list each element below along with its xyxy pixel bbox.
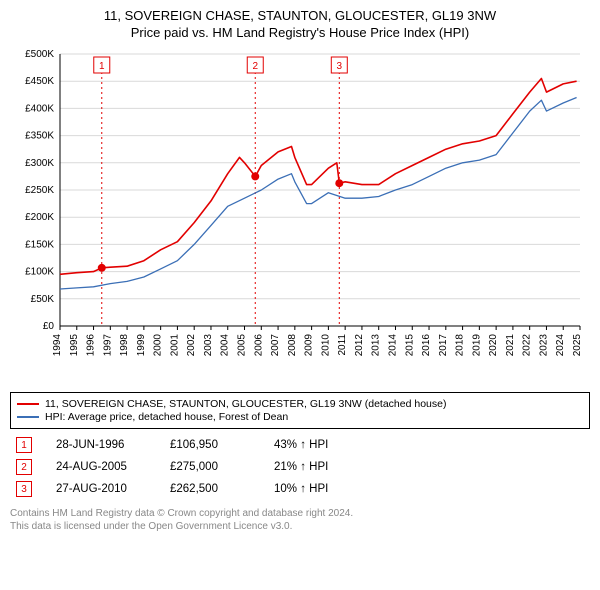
svg-text:£400K: £400K [25,103,54,114]
svg-text:£500K: £500K [25,49,54,60]
transaction-badge: 2 [16,459,32,475]
svg-text:2010: 2010 [320,334,331,357]
transaction-price: £262,500 [170,483,250,495]
legend-label: 11, SOVEREIGN CHASE, STAUNTON, GLOUCESTE… [45,398,446,410]
transaction-price: £106,950 [170,439,250,451]
transaction-price: £275,000 [170,461,250,473]
svg-text:£350K: £350K [25,131,54,142]
svg-text:2014: 2014 [387,334,398,357]
svg-text:£0: £0 [43,321,55,332]
chart: £0 £50K £100K £150K £200K £250K £300K £350K £400… [10,46,590,386]
chart-svg: £0 £50K £100K £150K £200K £250K £300K £350K £400… [10,46,590,386]
svg-text:2011: 2011 [337,334,348,356]
attribution-line2: This data is licensed under the Open Gov… [10,520,590,533]
transaction-pct: 10% ↑ HPI [274,483,354,495]
svg-text:£50K: £50K [31,294,55,305]
transaction-row: 1 28-JUN-1996 £106,950 43% ↑ HPI [10,437,590,453]
title-line1: 11, SOVEREIGN CHASE, STAUNTON, GLOUCESTE… [10,8,590,23]
svg-text:2000: 2000 [153,334,164,357]
transaction-row: 2 24-AUG-2005 £275,000 21% ↑ HPI [10,459,590,475]
svg-text:2008: 2008 [287,334,298,357]
titles: 11, SOVEREIGN CHASE, STAUNTON, GLOUCESTE… [10,8,590,40]
transaction-pct: 43% ↑ HPI [274,439,354,451]
svg-text:2025: 2025 [572,334,583,357]
svg-text:2012: 2012 [354,334,365,357]
svg-text:£450K: £450K [25,76,54,87]
svg-text:2: 2 [252,61,258,72]
transaction-date: 28-JUN-1996 [56,439,146,451]
svg-text:3: 3 [337,61,343,72]
svg-text:2006: 2006 [253,334,264,357]
svg-text:£250K: £250K [25,185,54,196]
svg-text:£100K: £100K [25,267,54,278]
legend-label: HPI: Average price, detached house, Fore… [45,411,288,423]
transaction-date: 27-AUG-2010 [56,483,146,495]
legend-row: HPI: Average price, detached house, Fore… [17,411,583,423]
svg-text:2009: 2009 [304,334,315,357]
svg-text:£300K: £300K [25,158,54,169]
transaction-badge: 3 [16,481,32,497]
transactions-table: 1 28-JUN-1996 £106,950 43% ↑ HPI 2 24-AU… [10,437,590,497]
svg-text:£150K: £150K [25,239,54,250]
svg-text:1999: 1999 [136,334,147,357]
title-line2: Price paid vs. HM Land Registry's House … [10,25,590,40]
svg-text:2002: 2002 [186,334,197,357]
chart-container: 11, SOVEREIGN CHASE, STAUNTON, GLOUCESTE… [0,0,600,541]
svg-text:1995: 1995 [69,334,80,357]
svg-text:2013: 2013 [371,334,382,357]
attribution-line1: Contains HM Land Registry data © Crown c… [10,507,590,520]
svg-text:2024: 2024 [555,334,566,357]
attribution: Contains HM Land Registry data © Crown c… [10,507,590,533]
svg-text:2003: 2003 [203,334,214,357]
svg-text:2019: 2019 [471,334,482,357]
svg-text:2020: 2020 [488,334,499,357]
svg-text:2018: 2018 [455,334,466,357]
svg-text:2015: 2015 [404,334,415,357]
svg-text:1998: 1998 [119,334,130,357]
transaction-badge: 1 [16,437,32,453]
svg-text:1996: 1996 [86,334,97,357]
transaction-date: 24-AUG-2005 [56,461,146,473]
legend-swatch [17,416,39,418]
svg-text:2022: 2022 [522,334,533,357]
svg-text:2005: 2005 [237,334,248,357]
svg-text:2004: 2004 [220,334,231,357]
legend-swatch [17,403,39,405]
svg-text:2001: 2001 [169,334,180,357]
svg-text:1994: 1994 [52,334,63,357]
svg-text:1: 1 [99,61,105,72]
svg-text:2017: 2017 [438,334,449,357]
svg-text:2016: 2016 [421,334,432,357]
legend: 11, SOVEREIGN CHASE, STAUNTON, GLOUCESTE… [10,392,590,429]
svg-text:£200K: £200K [25,212,54,223]
svg-text:2021: 2021 [505,334,516,357]
legend-row: 11, SOVEREIGN CHASE, STAUNTON, GLOUCESTE… [17,398,583,410]
transaction-pct: 21% ↑ HPI [274,461,354,473]
transaction-row: 3 27-AUG-2010 £262,500 10% ↑ HPI [10,481,590,497]
svg-text:2023: 2023 [538,334,549,357]
svg-text:1997: 1997 [102,334,113,357]
svg-text:2007: 2007 [270,334,281,357]
